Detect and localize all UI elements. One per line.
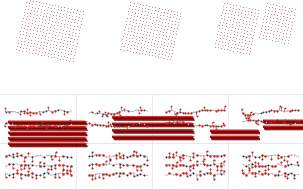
Polygon shape bbox=[263, 126, 303, 127]
Polygon shape bbox=[8, 128, 88, 129]
Polygon shape bbox=[112, 123, 195, 127]
Polygon shape bbox=[8, 126, 88, 127]
Polygon shape bbox=[263, 120, 303, 124]
Polygon shape bbox=[112, 124, 195, 126]
Polygon shape bbox=[112, 116, 195, 117]
Polygon shape bbox=[8, 132, 88, 136]
Polygon shape bbox=[8, 122, 88, 124]
Polygon shape bbox=[8, 139, 88, 140]
Polygon shape bbox=[112, 129, 195, 133]
Polygon shape bbox=[210, 131, 260, 133]
Polygon shape bbox=[210, 137, 260, 139]
Polygon shape bbox=[112, 137, 195, 139]
Polygon shape bbox=[210, 130, 260, 131]
Polygon shape bbox=[112, 118, 195, 119]
Polygon shape bbox=[8, 121, 88, 125]
Polygon shape bbox=[112, 131, 195, 132]
Polygon shape bbox=[112, 116, 195, 121]
Polygon shape bbox=[210, 136, 260, 140]
Polygon shape bbox=[263, 127, 303, 129]
Polygon shape bbox=[8, 132, 88, 133]
Polygon shape bbox=[263, 121, 303, 123]
Polygon shape bbox=[8, 143, 88, 144]
Polygon shape bbox=[8, 121, 88, 122]
Polygon shape bbox=[8, 144, 88, 146]
Polygon shape bbox=[8, 133, 88, 135]
Polygon shape bbox=[112, 129, 195, 130]
Polygon shape bbox=[112, 136, 195, 137]
Polygon shape bbox=[263, 126, 303, 130]
Polygon shape bbox=[112, 123, 195, 124]
Polygon shape bbox=[263, 120, 303, 121]
Polygon shape bbox=[8, 143, 88, 147]
Polygon shape bbox=[8, 138, 88, 142]
Polygon shape bbox=[210, 136, 260, 137]
Polygon shape bbox=[8, 126, 88, 130]
Polygon shape bbox=[112, 136, 195, 140]
Polygon shape bbox=[210, 130, 260, 134]
